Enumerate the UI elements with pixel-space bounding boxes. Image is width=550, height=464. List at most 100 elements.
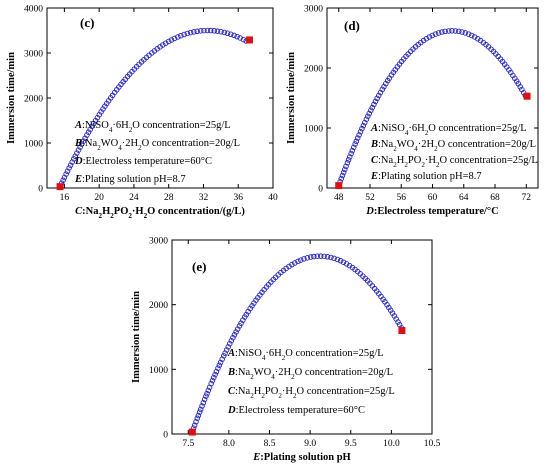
curve-point — [456, 28, 462, 35]
curve-point — [314, 253, 321, 259]
curve-point — [80, 138, 87, 144]
x-tick-label: 52 — [365, 193, 375, 203]
curve-point — [214, 28, 221, 34]
curve-point — [449, 28, 455, 34]
annotation-line: E:Plating solution pH=8.7 — [74, 174, 186, 185]
curve-point — [204, 390, 210, 397]
curve-point — [165, 38, 172, 45]
y-axis-label: Immersion time/min — [6, 52, 17, 144]
curve-point — [237, 35, 243, 41]
curve-point — [60, 177, 66, 184]
curve-point — [371, 101, 377, 108]
curve-point — [376, 92, 382, 99]
curve-point — [304, 255, 311, 261]
curve-point — [292, 260, 298, 266]
curve-point — [228, 31, 234, 38]
endpoint-marker — [335, 182, 343, 190]
curve-point — [338, 175, 345, 182]
curve-point — [64, 168, 71, 174]
curve-point — [79, 141, 85, 147]
y-tick-label: 2000 — [304, 65, 323, 75]
x-tick-label: 72 — [522, 193, 532, 203]
panel-label: (c) — [80, 15, 94, 30]
curve-point — [187, 29, 194, 36]
annotation-line: B:Na2WO4·2H2O concentration=20g/L — [370, 139, 536, 153]
annotation-line: A:NiSO4·6H2O concentration=25g/L — [370, 123, 527, 137]
x-tick-label: 28 — [164, 193, 174, 203]
x-tick-label: 64 — [459, 193, 469, 203]
curve-point — [426, 34, 433, 40]
curve-point — [343, 163, 349, 170]
curve-point — [353, 138, 360, 145]
curve-point — [308, 254, 314, 260]
curve-point — [171, 35, 178, 42]
curve-point — [207, 27, 214, 34]
curve-point — [317, 253, 324, 259]
curve-point — [75, 147, 82, 153]
curve-point — [66, 165, 72, 171]
curve-point — [342, 166, 348, 173]
endpoint-marker — [523, 92, 531, 100]
chart-panel-c: 16 20 24 28 32 36 40 0 1000 2000 3000 4000 Immersion… — [6, 5, 278, 221]
curve-point — [366, 110, 372, 117]
curve-point — [193, 419, 199, 425]
curve-point — [468, 32, 475, 39]
endpoint-marker — [246, 36, 254, 44]
curve-point — [354, 135, 361, 141]
x-tick-label: 68 — [490, 193, 500, 203]
curve-point — [69, 159, 75, 165]
curve-point — [365, 113, 371, 120]
curve-point — [459, 29, 465, 35]
curve-point — [359, 125, 365, 132]
curve-point — [340, 259, 347, 265]
curve-point — [181, 31, 187, 38]
endpoint-marker — [398, 327, 406, 335]
curve-point — [218, 28, 224, 35]
plot-frame — [171, 239, 433, 435]
x-tick-label: 10.5 — [424, 439, 441, 449]
curve-point — [219, 356, 225, 362]
x-tick-label: 8.5 — [264, 439, 276, 449]
panel-label: (d) — [344, 18, 360, 33]
y-tick-label: 1000 — [149, 366, 168, 376]
curve-point — [178, 32, 184, 39]
curve-point — [194, 415, 201, 422]
curve-point — [201, 396, 208, 403]
curve-point — [234, 33, 240, 40]
curve-point — [175, 34, 181, 40]
curve-point — [203, 393, 209, 399]
y-tick-label: 1000 — [24, 140, 43, 150]
curve-point — [340, 169, 347, 176]
curve-point — [348, 150, 354, 157]
curve-point — [372, 98, 379, 105]
curve-point — [231, 332, 238, 338]
curve-point — [395, 319, 401, 325]
endpoint-marker — [188, 428, 196, 436]
curve-point — [346, 154, 353, 160]
curve-point — [227, 340, 233, 347]
curve-point — [233, 329, 239, 335]
x-tick-label: 40 — [268, 193, 278, 203]
curve-point — [84, 132, 90, 138]
curve-point — [344, 160, 351, 166]
curve-point — [345, 157, 352, 163]
curve-point — [324, 254, 331, 260]
curve-point — [343, 261, 350, 267]
curve-point — [224, 30, 231, 37]
x-tick-label: 9.0 — [304, 439, 316, 449]
curve-point — [289, 261, 295, 268]
y-tick-label: 0 — [38, 185, 43, 195]
x-tick-label: 36 — [233, 193, 243, 203]
y-tick-label: 3000 — [24, 50, 43, 60]
curve-point — [298, 257, 304, 263]
x-axis-label: E:Plating solution pH — [252, 452, 350, 463]
chart-panel-e: 7.5 8.0 8.5 9.0 9.5 10.0 10.5 0 1000 2000 3000 Imme… — [131, 237, 441, 464]
curve-point — [184, 30, 191, 37]
curve-point — [228, 337, 235, 344]
curve-point — [168, 37, 175, 43]
y-tick-label: 3000 — [304, 5, 323, 15]
y-tick-label: 2000 — [149, 301, 168, 311]
curve-point — [221, 353, 227, 359]
endpoint-marker — [56, 183, 64, 191]
